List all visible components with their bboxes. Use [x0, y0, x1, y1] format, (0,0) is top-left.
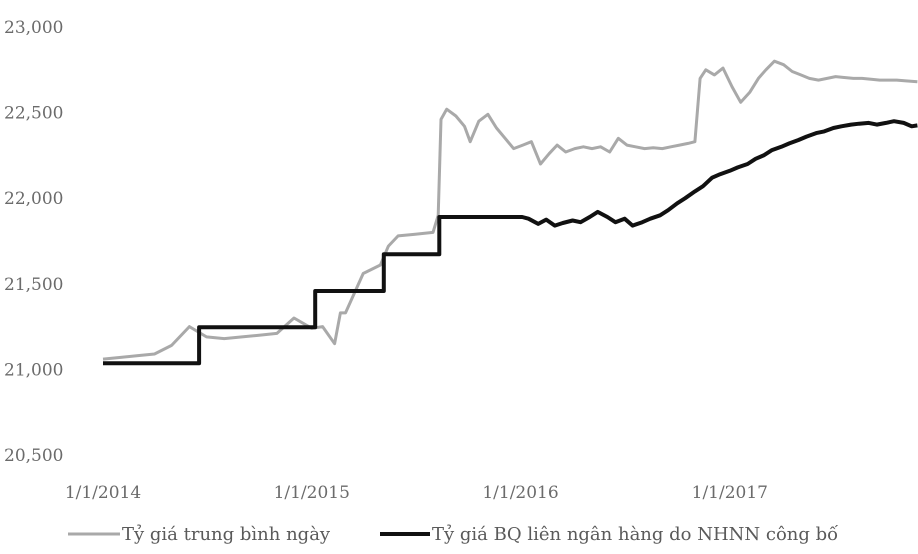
x-tick-label: 1/1/2017: [692, 483, 768, 503]
series-line-daily-average: [102, 59, 918, 361]
x-tick-label: 1/1/2014: [65, 483, 141, 503]
y-tick-label: 21,000: [4, 360, 63, 380]
x-axis-ticks: 1/1/2014 1/1/2015 1/1/2016 1/1/2017: [65, 483, 768, 503]
legend-label-daily-average: Tỷ giá trung bình ngày: [122, 524, 331, 545]
y-axis-ticks: 20,500 21,000 21,500 22,000 22,500 23,000: [4, 18, 63, 466]
y-tick-label: 21,500: [4, 275, 63, 295]
series-layer: [102, 59, 918, 366]
y-tick-label: 22,000: [4, 189, 63, 209]
series-line-interbank-rate: [103, 119, 918, 366]
y-tick-label: 20,500: [4, 446, 63, 466]
legend-label-interbank-rate: Tỷ giá BQ liên ngân hàng do NHNN công bố: [432, 524, 838, 545]
legend: Tỷ giá trung bình ngày Tỷ giá BQ liên ng…: [68, 524, 838, 545]
x-tick-label: 1/1/2016: [482, 483, 558, 503]
y-tick-label: 23,000: [4, 18, 63, 38]
x-tick-label: 1/1/2015: [274, 483, 350, 503]
y-tick-label: 22,500: [4, 104, 63, 124]
